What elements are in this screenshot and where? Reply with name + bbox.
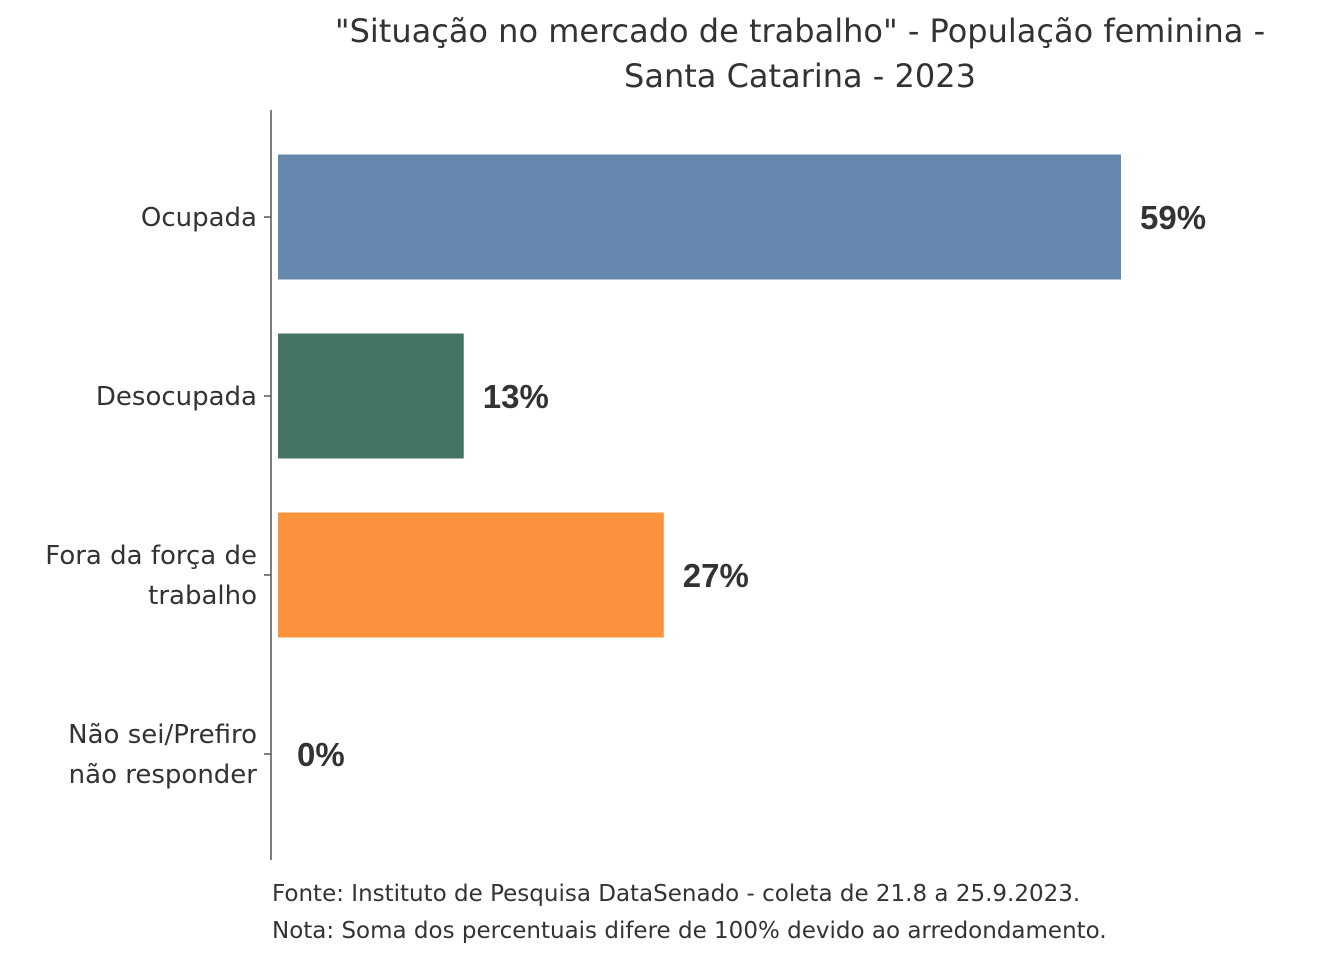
chart-title-line: Santa Catarina - 2023 — [624, 57, 976, 95]
chart-caption: Fonte: Instituto de Pesquisa DataSenado … — [272, 881, 1107, 944]
value-labels: 59% 13% 27% 0% — [297, 199, 1206, 773]
chart-title: "Situação no mercado de trabalho" - Popu… — [335, 12, 1265, 95]
category-label: não responder — [69, 760, 258, 790]
category-label: Não sei/Prefiro — [68, 720, 257, 750]
category-label: Fora da força de — [45, 541, 257, 571]
chart-title-line: "Situação no mercado de trabalho" - Popu… — [335, 12, 1265, 50]
value-label: 59% — [1140, 199, 1206, 236]
category-label: Desocupada — [96, 382, 257, 412]
bar — [278, 512, 664, 638]
value-label: 27% — [683, 557, 749, 594]
bars — [278, 154, 1121, 638]
bar — [278, 154, 1121, 280]
caption-line: Fonte: Instituto de Pesquisa DataSenado … — [272, 881, 1080, 907]
caption-line: Nota: Soma dos percentuais difere de 100… — [272, 918, 1107, 944]
category-label: Ocupada — [141, 203, 257, 233]
value-label: 0% — [297, 736, 345, 773]
bar — [278, 333, 464, 459]
category-labels: Ocupada Desocupada Fora da força de trabalh… — [45, 203, 271, 790]
value-label: 13% — [483, 378, 549, 415]
category-label: trabalho — [148, 581, 257, 611]
